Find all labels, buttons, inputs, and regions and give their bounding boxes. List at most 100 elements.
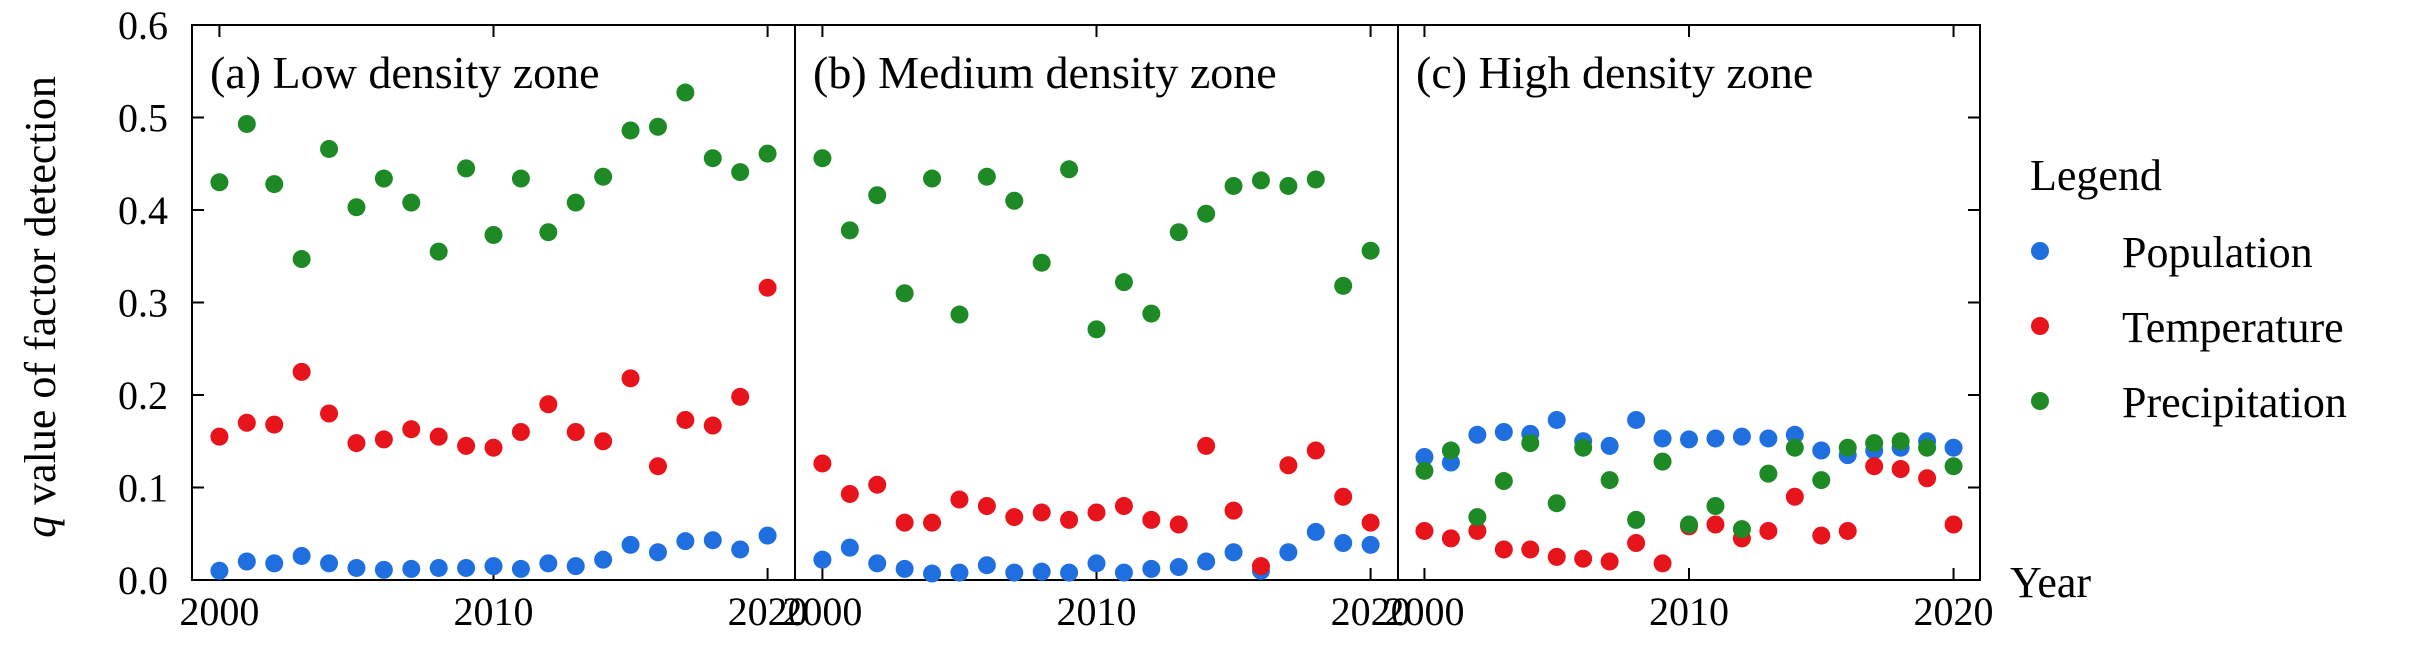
point-population <box>1142 559 1161 578</box>
point-precipitation <box>1224 176 1243 195</box>
y-tick-label: 0.6 <box>118 3 168 48</box>
point-temperature <box>676 410 695 429</box>
point-precipitation <box>1680 515 1698 534</box>
point-population <box>1005 563 1024 582</box>
point-temperature <box>347 434 366 453</box>
point-precipitation <box>648 117 667 136</box>
point-population <box>1494 423 1513 441</box>
point-temperature <box>813 454 832 473</box>
x-tick-label: 2000 <box>1384 589 1464 634</box>
x-axis-label: Year <box>2010 558 2091 607</box>
point-precipitation <box>1251 171 1270 190</box>
point-precipitation <box>402 193 421 212</box>
point-temperature <box>1891 460 1910 478</box>
legend-marker-population <box>2031 242 2049 260</box>
panel-3: 2000 2010 2020 (c) High density zone <box>1384 24 1994 634</box>
point-precipitation <box>1944 457 1963 476</box>
y-tick-label: 0.3 <box>118 281 168 326</box>
point-population <box>484 557 503 576</box>
point-precipitation <box>429 242 448 261</box>
point-precipitation <box>1494 472 1513 491</box>
y-tick-label: 0.5 <box>118 96 168 141</box>
point-precipitation <box>594 167 613 186</box>
x-tick-label: 2010 <box>1057 589 1137 634</box>
point-temperature <box>374 430 393 449</box>
point-temperature <box>265 415 284 434</box>
point-population <box>1169 558 1188 577</box>
point-precipitation <box>237 114 256 133</box>
point-population <box>703 531 722 550</box>
point-temperature <box>511 423 530 441</box>
point-precipitation <box>511 169 530 188</box>
point-temperature <box>895 513 914 532</box>
x-tick-label: 2000 <box>179 589 259 634</box>
point-precipitation <box>1627 510 1646 529</box>
point-temperature <box>923 513 942 532</box>
point-population <box>292 546 311 565</box>
point-temperature <box>1494 540 1513 559</box>
point-precipitation <box>1032 253 1051 272</box>
point-population <box>1060 563 1079 582</box>
point-temperature <box>758 278 777 297</box>
point-temperature <box>457 436 476 455</box>
point-precipitation <box>1838 438 1857 457</box>
point-population <box>923 564 942 583</box>
x-tick-label: 2010 <box>454 589 534 634</box>
point-temperature <box>484 438 503 457</box>
point-population <box>1600 436 1619 455</box>
point-precipitation <box>621 121 640 140</box>
y-axis-label-rest: value of factor detection <box>16 76 65 516</box>
panel-title: (c) High density zone <box>1416 47 1813 98</box>
point-temperature <box>1944 515 1963 534</box>
point-precipitation <box>1060 160 1079 179</box>
point-population <box>539 554 558 573</box>
point-precipitation <box>1574 438 1593 457</box>
point-population <box>566 557 585 576</box>
legend-marker-temperature <box>2031 317 2049 335</box>
point-temperature <box>1224 501 1243 520</box>
y-axis-label: q value of factor detection <box>16 76 65 538</box>
point-population <box>648 543 667 562</box>
point-precipitation <box>977 167 996 186</box>
panel-title: (b) Medium density zone <box>813 47 1277 98</box>
point-population <box>265 554 284 573</box>
point-population <box>1653 429 1672 448</box>
point-temperature <box>977 497 996 515</box>
point-population <box>1680 430 1698 449</box>
point-population <box>731 540 750 559</box>
point-population <box>840 538 859 557</box>
point-population <box>1732 427 1751 446</box>
point-temperature <box>703 416 722 435</box>
point-precipitation <box>566 193 585 212</box>
point-temperature <box>1415 521 1434 540</box>
point-precipitation <box>347 198 366 217</box>
point-population <box>347 558 366 577</box>
point-population <box>1114 563 1133 582</box>
point-temperature <box>1060 510 1079 529</box>
point-population <box>676 532 695 551</box>
point-temperature <box>594 432 613 451</box>
point-precipitation <box>1706 497 1725 515</box>
panel-frame <box>191 24 796 581</box>
point-temperature <box>1918 469 1937 488</box>
y-axis: 0.0 0.1 0.2 0.3 0.4 0.5 0.6 <box>118 3 1980 603</box>
point-precipitation <box>758 144 777 163</box>
point-population <box>1334 534 1353 552</box>
point-precipitation <box>1197 204 1216 223</box>
point-temperature <box>1838 521 1857 540</box>
point-temperature <box>1865 457 1884 476</box>
point-temperature <box>1169 515 1188 534</box>
point-population <box>1197 552 1216 571</box>
point-temperature <box>1114 497 1133 515</box>
point-precipitation <box>895 284 914 303</box>
point-temperature <box>1197 436 1216 455</box>
point-precipitation <box>1468 508 1487 527</box>
panel-frame <box>1397 24 1981 581</box>
point-precipitation <box>539 223 558 242</box>
legend-label-temperature: Temperature <box>2122 303 2344 352</box>
point-temperature <box>1306 441 1325 460</box>
point-precipitation <box>1732 520 1751 539</box>
y-tick-label: 0.1 <box>118 466 168 511</box>
point-precipitation <box>1653 452 1672 471</box>
